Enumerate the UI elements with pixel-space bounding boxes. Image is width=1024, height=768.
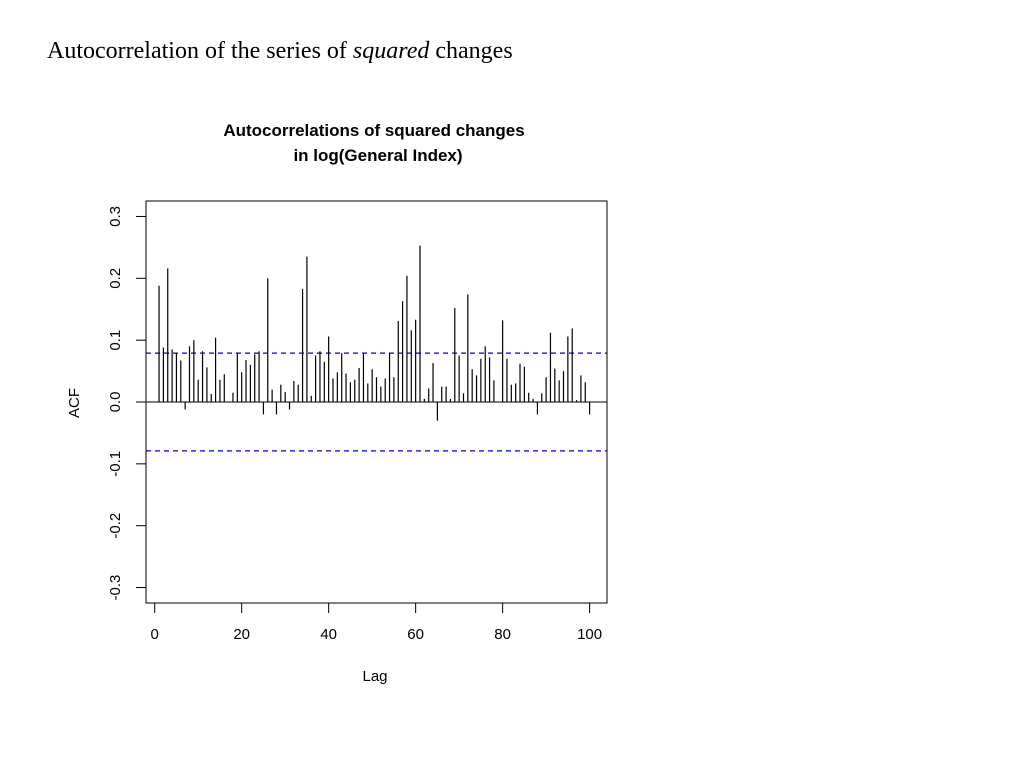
y-tick-label: -0.2	[107, 513, 124, 539]
y-tick-label: 0.0	[107, 392, 124, 413]
y-axis-label: ACF	[66, 388, 83, 418]
x-tick-label: 0	[151, 626, 159, 643]
x-tick-label: 20	[233, 626, 250, 643]
y-tick-label: 0.3	[107, 206, 124, 227]
x-tick-label: 40	[320, 626, 337, 643]
slide-heading-suffix: changes	[429, 38, 513, 64]
x-axis-label: Lag	[362, 668, 387, 685]
slide-heading-prefix: Autocorrelation of the series of	[47, 38, 353, 64]
x-tick-label: 60	[407, 626, 424, 643]
chart-title-line-2: in log(General Index)	[293, 146, 462, 165]
y-tick-label: -0.3	[107, 575, 124, 601]
y-axis: -0.3 -0.2 -0.1 0.0 0.1 0.2 0.3	[107, 206, 147, 601]
y-tick-label: -0.1	[107, 451, 124, 477]
y-tick-label: 0.1	[107, 330, 124, 351]
slide-heading-emphasis: squared	[352, 38, 430, 64]
slide-heading: Autocorrelation of the series of squared…	[47, 38, 513, 65]
x-axis: 0 20 40 60 80 100	[151, 602, 602, 643]
acf-bars	[158, 245, 591, 421]
x-tick-label: 80	[494, 626, 511, 643]
chart-title-line-1: Autocorrelations of squared changes	[223, 121, 524, 140]
confidence-bands	[146, 352, 607, 452]
y-tick-label: 0.2	[107, 268, 124, 289]
x-tick-label: 100	[577, 626, 602, 643]
